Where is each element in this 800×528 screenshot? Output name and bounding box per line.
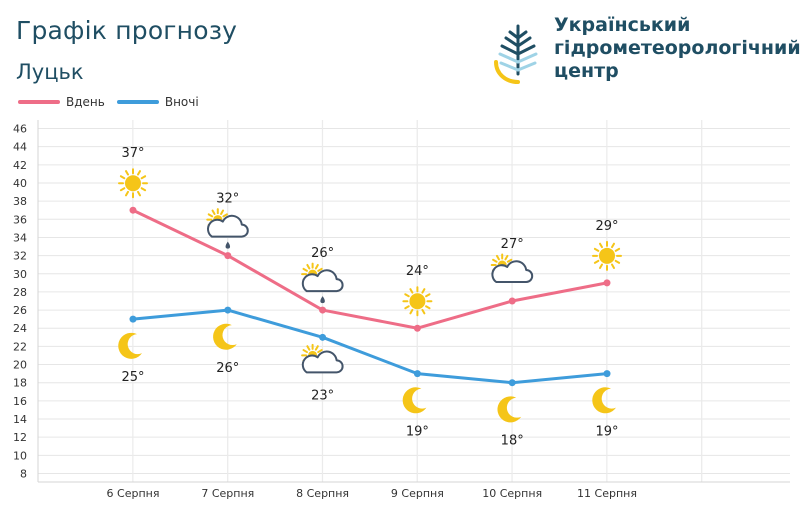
org-line-1: Український (554, 14, 691, 36)
x-tick-label: 8 Серпня (296, 487, 349, 500)
sun-icon (402, 286, 433, 317)
y-tick-label: 36 (13, 213, 27, 226)
y-tick-label: 12 (13, 431, 27, 444)
night-temperature-label: 19° (595, 425, 618, 440)
y-tick-label: 8 (20, 468, 27, 481)
sun-icon (118, 168, 148, 199)
ugmc-logo-icon (494, 20, 540, 84)
day-data-point (413, 324, 421, 332)
night-temperature-label: 19° (406, 425, 429, 440)
legend-swatch-night (116, 100, 159, 104)
moon-icon (213, 323, 237, 350)
y-tick-label: 42 (13, 159, 27, 172)
night-data-point (319, 333, 327, 341)
night-data-point (224, 306, 232, 314)
night-data-point (413, 370, 421, 378)
legend-label-night: Вночі (164, 95, 199, 109)
x-tick-label: 9 Серпня (391, 487, 444, 500)
legend-label-day: Вдень (66, 95, 105, 109)
raindrop-icon (225, 241, 231, 249)
partly-cloudy-icon (301, 343, 344, 374)
y-tick-label: 32 (13, 250, 27, 263)
day-data-point (319, 306, 327, 314)
y-tick-label: 16 (13, 395, 27, 408)
night-series-line (132, 308, 608, 385)
city-name: Луцьк (16, 60, 84, 84)
day-temperature-label: 26° (311, 246, 334, 261)
night-temperature-label: 25° (121, 370, 144, 385)
partly-cloudy-icon (490, 253, 534, 283)
legend-swatch-day (18, 100, 60, 104)
moon-icon (118, 332, 142, 359)
day-temperature-label: 29° (595, 219, 618, 234)
moon-icon (497, 396, 522, 423)
night-data-point (603, 370, 611, 378)
y-tick-label: 34 (13, 231, 27, 244)
chart-title: Графік прогнозу (16, 16, 238, 45)
org-line-2: гідрометеорологічний (554, 37, 800, 59)
sun-icon (592, 240, 622, 271)
night-temperature-label: 23° (311, 388, 334, 403)
legend-item-night[interactable]: Вночі (116, 95, 199, 109)
moon-icon (592, 387, 616, 414)
org-line-3: центр (554, 60, 619, 82)
day-temperature-label: 37° (121, 146, 144, 161)
x-tick-label: 6 Серпня (107, 487, 160, 500)
chart-legend: Вдень Вночі (18, 95, 211, 109)
legend-item-day[interactable]: Вдень (18, 95, 105, 109)
day-data-point (603, 279, 611, 287)
y-tick-label: 26 (13, 304, 27, 317)
y-tick-label: 20 (13, 359, 27, 372)
y-tick-label: 44 (13, 141, 27, 154)
day-series-line (132, 208, 608, 330)
night-data-point (508, 379, 516, 387)
partly-cloudy-rain-icon (301, 262, 344, 304)
night-temperature-label: 18° (501, 434, 524, 449)
x-tick-label: 11 Серпня (577, 487, 637, 500)
day-temperature-label: 27° (501, 237, 524, 252)
y-tick-label: 28 (13, 286, 27, 299)
night-data-point (129, 315, 137, 323)
y-tick-label: 24 (13, 322, 27, 335)
moon-icon (402, 387, 427, 414)
x-tick-label: 10 Серпня (482, 487, 542, 500)
night-temperature-label: 26° (216, 361, 239, 376)
day-temperature-label: 24° (406, 264, 429, 279)
y-tick-label: 46 (13, 123, 27, 136)
x-tick-label: 7 Серпня (201, 487, 254, 500)
day-data-point (224, 252, 232, 260)
y-tick-label: 18 (13, 377, 27, 390)
y-tick-label: 38 (13, 195, 27, 208)
day-data-point (129, 206, 137, 214)
day-data-point (508, 297, 516, 305)
y-tick-label: 30 (13, 268, 27, 281)
raindrop-icon (320, 296, 325, 304)
day-temperature-label: 32° (216, 192, 239, 207)
organization-name: Український гідрометеорологічний центр (554, 14, 800, 83)
y-tick-label: 10 (13, 449, 27, 462)
partly-cloudy-rain-icon (206, 208, 249, 249)
y-tick-label: 40 (13, 177, 27, 190)
y-tick-label: 22 (13, 340, 27, 353)
y-tick-label: 14 (13, 413, 27, 426)
